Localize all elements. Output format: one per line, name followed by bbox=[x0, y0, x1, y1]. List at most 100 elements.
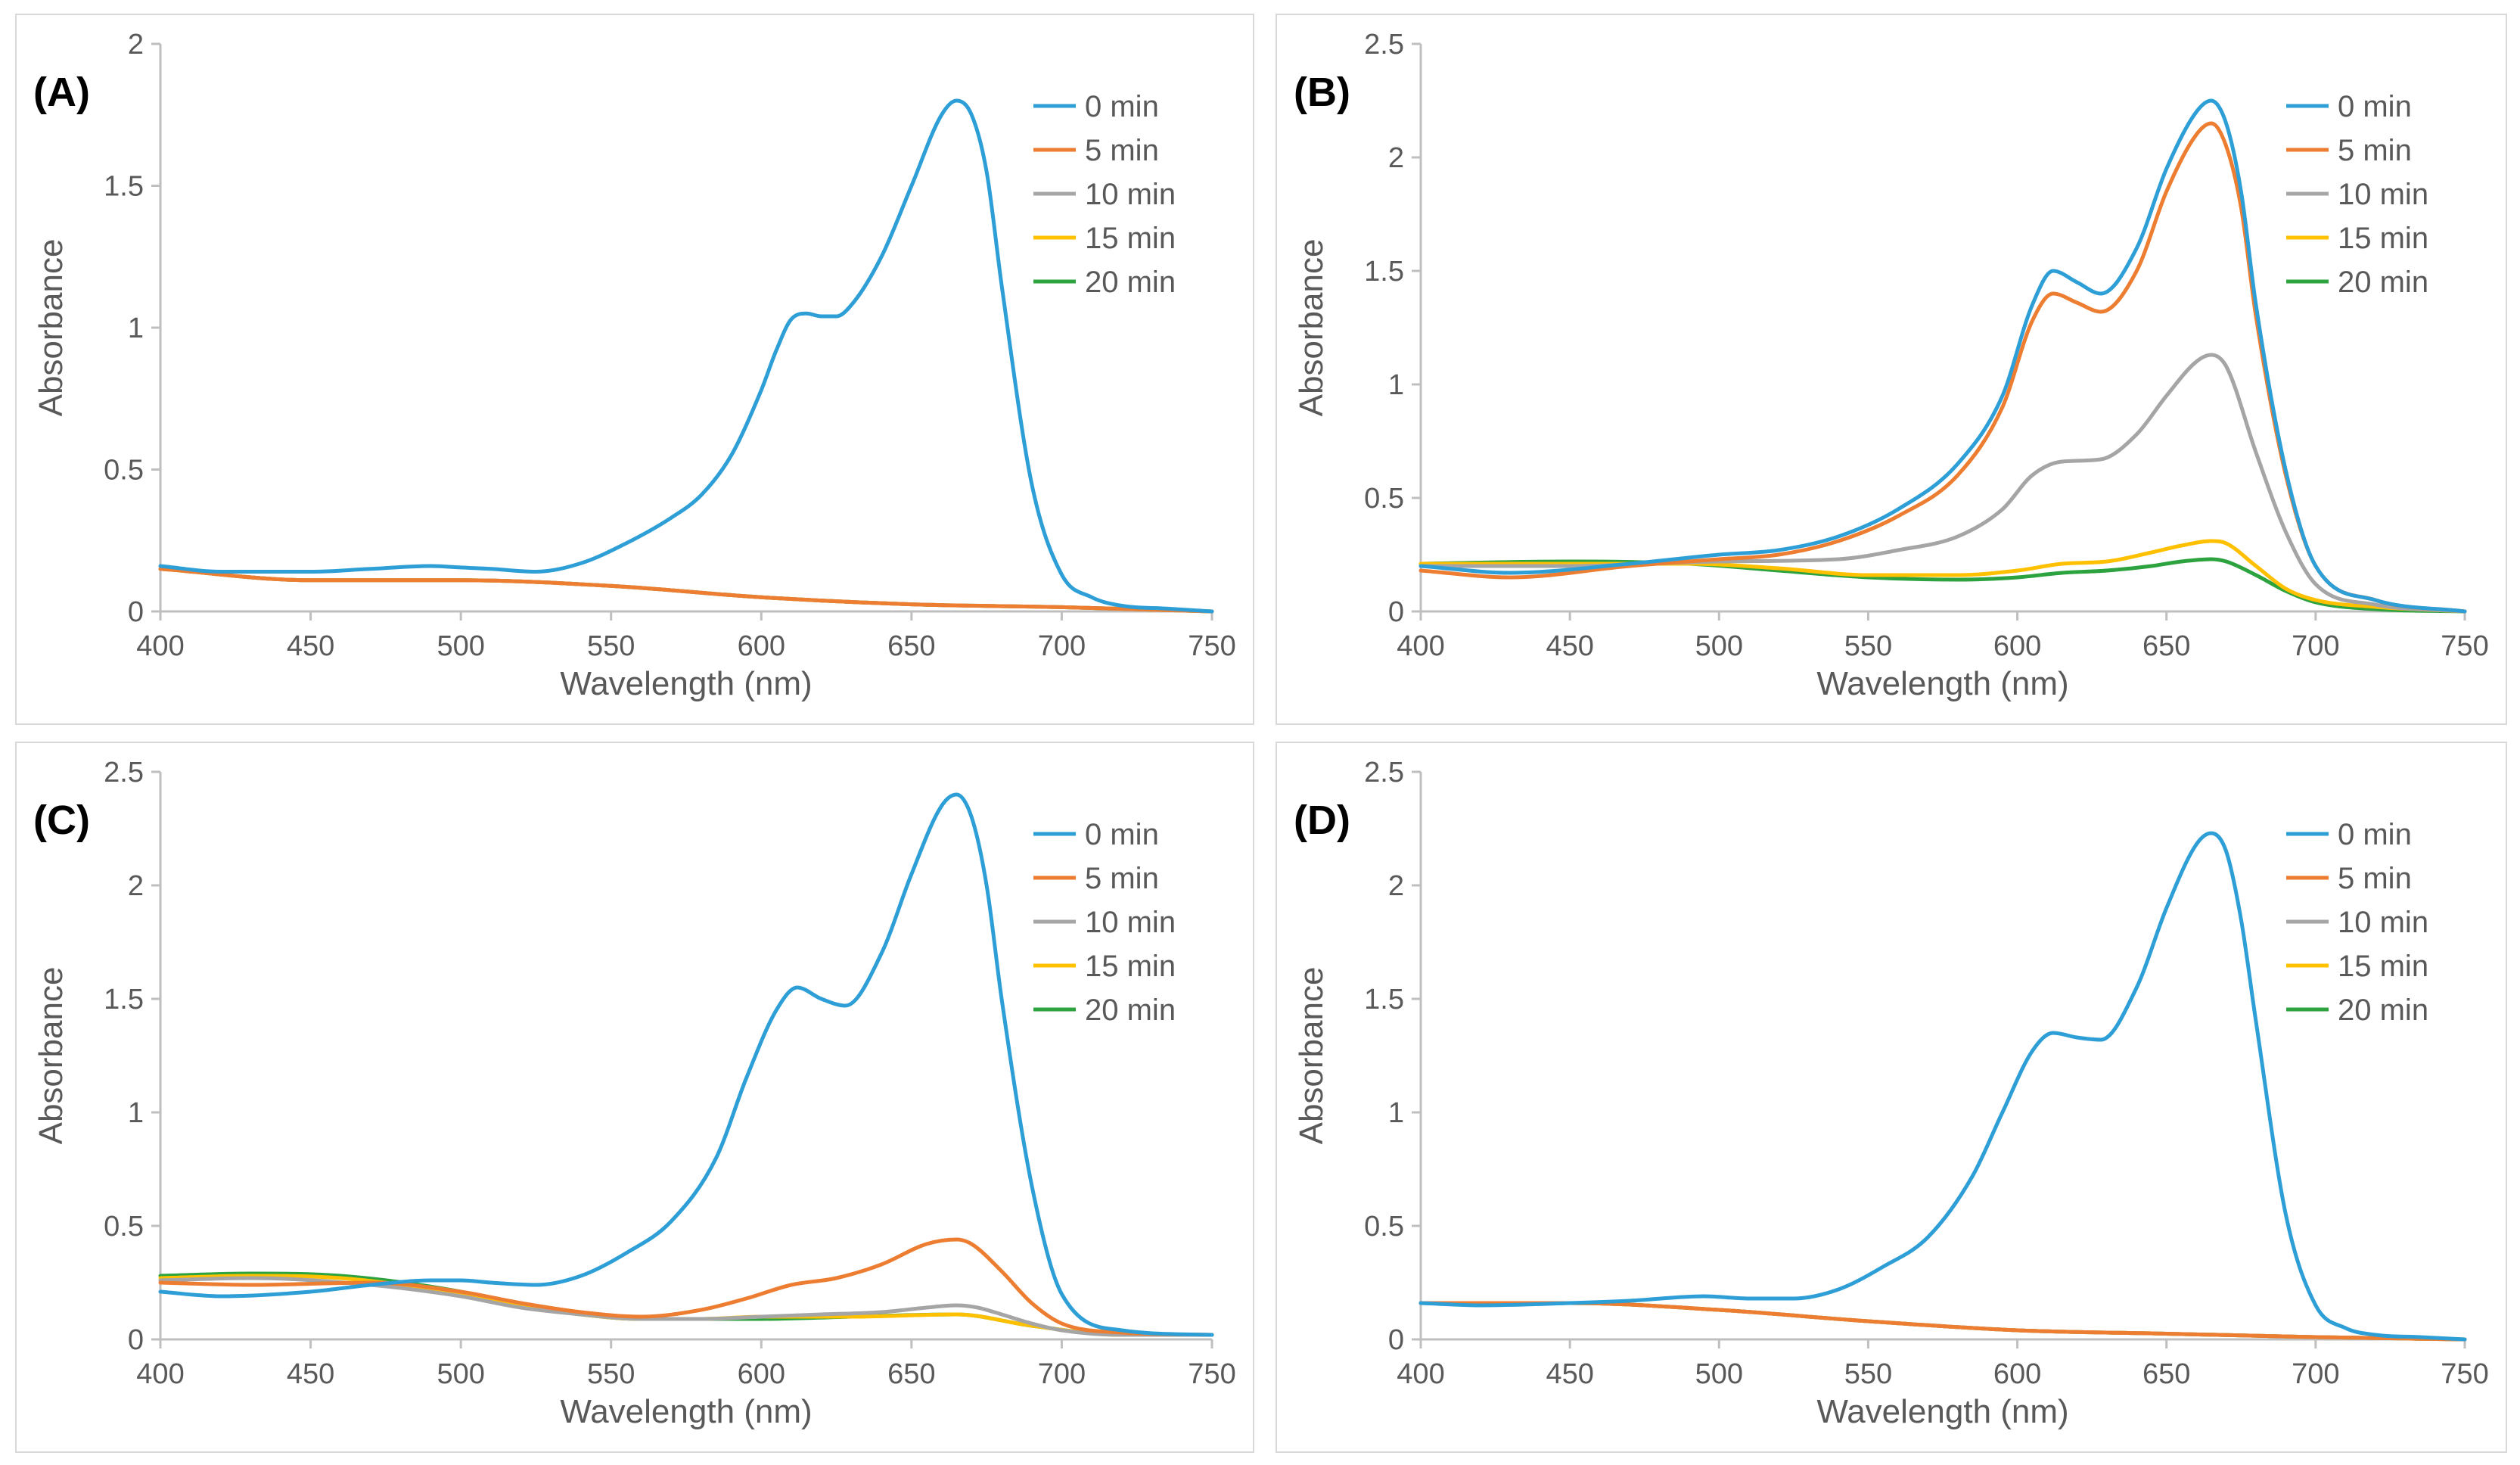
chart-panel-b: 0 0.5 1 1.5 2 2.5 400 450 500 550 600 650 700 750 Wave… bbox=[1276, 14, 2507, 725]
x-tick-label-a: 650 bbox=[887, 630, 935, 662]
series-line-d-0-min bbox=[1418, 831, 2467, 1342]
x-tick-label-a: 700 bbox=[1038, 630, 1086, 662]
x-tick-label-c: 550 bbox=[587, 1358, 635, 1390]
series-line-d-10-min bbox=[1418, 1301, 2467, 1342]
legend-label-a: 20 min bbox=[1085, 266, 1176, 299]
legend-label-a: 10 min bbox=[1085, 178, 1176, 211]
x-tick-label-d: 750 bbox=[2441, 1358, 2488, 1390]
x-tick-label-a: 500 bbox=[437, 630, 484, 662]
y-axis-title-d: Absorbance bbox=[1293, 967, 1330, 1145]
legend-label-c: 10 min bbox=[1085, 906, 1176, 939]
x-tick-label-b: 500 bbox=[1695, 630, 1743, 662]
y-tick-label-d: 0 bbox=[1388, 1324, 1404, 1356]
y-tick-label-c: 2.5 bbox=[104, 757, 144, 788]
y-tick-label-a: 1.5 bbox=[104, 171, 144, 203]
y-tick-label-b: 1.5 bbox=[1364, 256, 1404, 288]
series-line-d-15-min bbox=[1418, 1301, 2467, 1342]
x-tick-label-c: 650 bbox=[887, 1358, 935, 1390]
legend-label-d: 0 min bbox=[2338, 818, 2412, 851]
legend-label-c: 5 min bbox=[1085, 862, 1159, 895]
chart-d-svg: 0 0.5 1 1.5 2 2.5 400 450 500 550 600 650 700 750 Wave… bbox=[1293, 757, 2489, 1430]
x-axis-title-c: Wavelength (nm) bbox=[560, 1393, 812, 1430]
x-tick-label-d: 550 bbox=[1844, 1358, 1892, 1390]
panel-label-c: (C) bbox=[33, 798, 90, 843]
x-tick-label-d: 500 bbox=[1695, 1358, 1743, 1390]
y-tick-label-d: 2 bbox=[1388, 870, 1404, 902]
panel-label-d: (D) bbox=[1294, 798, 1350, 843]
x-tick-label-b: 650 bbox=[2142, 630, 2190, 662]
series-line-d-5-min bbox=[1418, 1301, 2467, 1342]
y-tick-label-d: 1 bbox=[1388, 1097, 1404, 1129]
series-line-d-20-min bbox=[1418, 1301, 2467, 1342]
legend-label-d: 15 min bbox=[2338, 950, 2428, 983]
x-tick-label-b: 400 bbox=[1397, 630, 1444, 662]
x-tick-label-d: 700 bbox=[2292, 1358, 2339, 1390]
x-tick-label-a: 450 bbox=[287, 630, 334, 662]
chart-panel-a: 0 0.5 1 1.5 2 400 450 500 550 600 650 700 750 Wavelen… bbox=[15, 14, 1254, 725]
x-tick-label-d: 600 bbox=[1993, 1358, 2041, 1390]
x-tick-label-d: 400 bbox=[1397, 1358, 1444, 1390]
legend-label-c: 0 min bbox=[1085, 818, 1159, 851]
y-tick-label-a: 1 bbox=[128, 313, 144, 344]
legend-label-d: 5 min bbox=[2338, 862, 2412, 895]
y-tick-label-b: 1 bbox=[1388, 369, 1404, 401]
legend-label-b: 15 min bbox=[2338, 222, 2428, 255]
y-tick-label-b: 2.5 bbox=[1364, 29, 1404, 61]
series-line-c-0-min bbox=[158, 792, 1214, 1337]
x-tick-label-b: 700 bbox=[2292, 630, 2339, 662]
x-tick-label-c: 700 bbox=[1038, 1358, 1086, 1390]
x-tick-label-c: 600 bbox=[738, 1358, 785, 1390]
y-axis-title-c: Absorbance bbox=[33, 967, 70, 1145]
series-line-b-0-min bbox=[1418, 98, 2467, 614]
y-tick-label-c: 1.5 bbox=[104, 984, 144, 1016]
y-tick-label-d: 0.5 bbox=[1364, 1211, 1404, 1243]
y-tick-label-b: 0 bbox=[1388, 596, 1404, 628]
series-line-b-5-min bbox=[1418, 121, 2467, 614]
chart-panel-d: 0 0.5 1 1.5 2 2.5 400 450 500 550 600 650 700 750 Wave… bbox=[1276, 742, 2507, 1453]
y-tick-label-c: 2 bbox=[128, 870, 144, 902]
x-axis-title-b: Wavelength (nm) bbox=[1816, 665, 2068, 702]
legend-label-a: 0 min bbox=[1085, 90, 1159, 123]
y-tick-label-c: 1 bbox=[128, 1097, 144, 1129]
x-tick-label-a: 550 bbox=[587, 630, 635, 662]
x-axis-title-a: Wavelength (nm) bbox=[560, 665, 812, 702]
x-tick-label-d: 650 bbox=[2142, 1358, 2190, 1390]
x-tick-label-b: 550 bbox=[1844, 630, 1892, 662]
y-tick-label-b: 0.5 bbox=[1364, 483, 1404, 515]
chart-a-svg: 0 0.5 1 1.5 2 400 450 500 550 600 650 700 750 Wavelen… bbox=[33, 29, 1236, 702]
panel-label-a: (A) bbox=[33, 70, 90, 115]
y-axis-title-b: Absorbance bbox=[1293, 239, 1330, 417]
y-tick-label-a: 0 bbox=[128, 596, 144, 628]
legend-label-d: 20 min bbox=[2338, 994, 2428, 1027]
y-tick-label-c: 0.5 bbox=[104, 1211, 144, 1243]
legend-label-b: 0 min bbox=[2338, 90, 2412, 123]
series-line-a-0-min bbox=[158, 98, 1214, 614]
legend-label-b: 10 min bbox=[2338, 178, 2428, 211]
legend-label-a: 5 min bbox=[1085, 134, 1159, 167]
legend-label-b: 20 min bbox=[2338, 266, 2428, 299]
series-line-c-10-min bbox=[158, 1276, 1214, 1337]
legend-label-a: 15 min bbox=[1085, 222, 1176, 255]
y-axis-title-a: Absorbance bbox=[33, 239, 70, 417]
x-tick-label-d: 450 bbox=[1546, 1358, 1593, 1390]
legend-label-c: 15 min bbox=[1085, 950, 1176, 983]
series-line-a-5-min bbox=[158, 567, 1214, 614]
x-tick-label-c: 400 bbox=[136, 1358, 184, 1390]
panel-label-b: (B) bbox=[1294, 70, 1350, 115]
y-tick-label-a: 0.5 bbox=[104, 455, 144, 487]
legend-label-b: 5 min bbox=[2338, 134, 2412, 167]
legend-label-d: 10 min bbox=[2338, 906, 2428, 939]
x-tick-label-b: 450 bbox=[1546, 630, 1593, 662]
chart-b-svg: 0 0.5 1 1.5 2 2.5 400 450 500 550 600 650 700 750 Wave… bbox=[1293, 29, 2489, 702]
x-tick-label-a: 750 bbox=[1188, 630, 1235, 662]
x-tick-label-b: 600 bbox=[1993, 630, 2041, 662]
x-axis-title-d: Wavelength (nm) bbox=[1816, 1393, 2068, 1430]
y-tick-label-d: 2.5 bbox=[1364, 757, 1404, 788]
x-tick-label-a: 600 bbox=[738, 630, 785, 662]
series-line-b-10-min bbox=[1418, 353, 2467, 614]
legend-label-c: 20 min bbox=[1085, 994, 1176, 1027]
chart-c-svg: 0 0.5 1 1.5 2 2.5 400 450 500 550 600 650 700 750 Wave… bbox=[33, 757, 1236, 1430]
x-tick-label-b: 750 bbox=[2441, 630, 2488, 662]
series-line-c-5-min bbox=[158, 1237, 1214, 1337]
y-tick-label-b: 2 bbox=[1388, 142, 1404, 174]
